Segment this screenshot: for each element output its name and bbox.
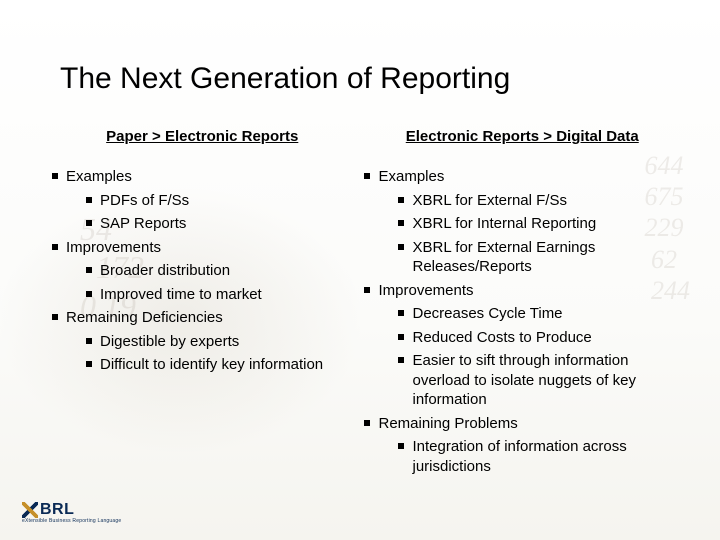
logo-mark: BRL <box>22 501 121 519</box>
sub-list: XBRL for External F/Ss XBRL for Internal… <box>378 191 680 277</box>
right-bullet-list: Examples XBRL for External F/Ss XBRL for… <box>364 167 680 476</box>
list-item: Integration of information across jurisd… <box>398 437 680 476</box>
list-item: Broader distribution <box>86 261 352 281</box>
list-item: Easier to sift through information overl… <box>398 351 680 410</box>
list-item: Examples XBRL for External F/Ss XBRL for… <box>364 167 680 277</box>
list-item: Remaining Problems Integration of inform… <box>364 414 680 477</box>
content-columns: Paper > Electronic Reports Examples PDFs… <box>52 128 680 480</box>
list-item: Examples PDFs of F/Ss SAP Reports <box>52 167 352 234</box>
list-item-label: Examples <box>66 168 132 185</box>
list-item: Improvements Broader distribution Improv… <box>52 238 352 305</box>
list-item-label: Improvements <box>66 239 161 256</box>
right-column-heading: Electronic Reports > Digital Data <box>364 128 680 145</box>
list-item: Decreases Cycle Time <box>398 304 680 324</box>
left-column-heading: Paper > Electronic Reports <box>52 128 352 145</box>
list-item-label: Remaining Problems <box>378 415 517 432</box>
sub-list: Decreases Cycle Time Reduced Costs to Pr… <box>378 304 680 410</box>
logo-text: BRL <box>40 501 74 519</box>
list-item: PDFs of F/Ss <box>86 191 352 211</box>
logo-tagline: eXtensible Business Reporting Language <box>22 518 121 524</box>
list-item: SAP Reports <box>86 214 352 234</box>
list-item-label: Examples <box>378 168 444 185</box>
list-item-label: Improvements <box>378 282 473 299</box>
left-bullet-list: Examples PDFs of F/Ss SAP Reports Improv… <box>52 167 352 375</box>
right-column: Electronic Reports > Digital Data Exampl… <box>364 128 680 480</box>
list-item: XBRL for External F/Ss <box>398 191 680 211</box>
list-item: Improvements Decreases Cycle Time Reduce… <box>364 281 680 410</box>
list-item: XBRL for External Earnings Releases/Repo… <box>398 238 680 277</box>
list-item: Remaining Deficiencies Digestible by exp… <box>52 308 352 375</box>
list-item: Digestible by experts <box>86 332 352 352</box>
left-column: Paper > Electronic Reports Examples PDFs… <box>52 128 352 480</box>
xbrl-logo: BRL eXtensible Business Reporting Langua… <box>22 501 121 524</box>
sub-list: PDFs of F/Ss SAP Reports <box>66 191 352 234</box>
slide-title: The Next Generation of Reporting <box>60 62 510 96</box>
sub-list: Integration of information across jurisd… <box>378 437 680 476</box>
list-item: XBRL for Internal Reporting <box>398 214 680 234</box>
list-item-label: Remaining Deficiencies <box>66 309 223 326</box>
sub-list: Digestible by experts Difficult to ident… <box>66 332 352 375</box>
logo-x-icon <box>22 502 38 518</box>
sub-list: Broader distribution Improved time to ma… <box>66 261 352 304</box>
list-item: Reduced Costs to Produce <box>398 328 680 348</box>
list-item: Improved time to market <box>86 285 352 305</box>
list-item: Difficult to identify key information <box>86 355 352 375</box>
